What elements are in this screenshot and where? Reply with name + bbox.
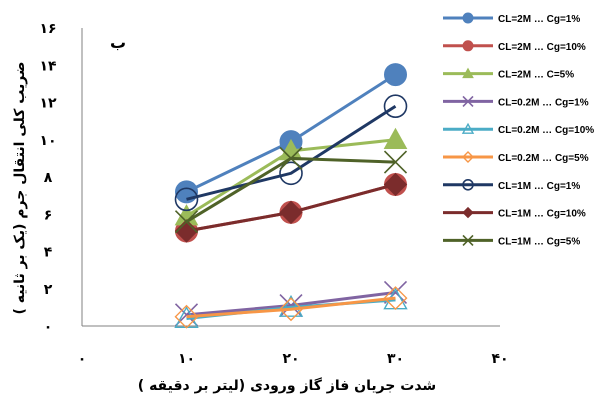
y-tick-label: ۲	[44, 282, 53, 298]
legend-item: CL=1M … Cg=5%	[443, 234, 580, 247]
legend-label: CL=0.2M … Cg=10%	[498, 125, 594, 136]
legend-label: CL=1M … Cg=5%	[498, 236, 580, 247]
data-point	[279, 297, 303, 322]
y-tick-label: ۱۴	[39, 58, 57, 74]
x-tick-label: ۰	[78, 351, 87, 367]
series-group	[174, 146, 408, 234]
data-point	[383, 286, 408, 311]
data-point	[279, 146, 303, 170]
data-point	[174, 219, 199, 243]
y-axis-title: ضریب کلی انتقال جرم (یک بر ثانیه )	[12, 61, 28, 314]
axes: ۰ ۲ ۴ ۶ ۸ ۱۰ ۱۲ ۱۴ ۱۶ ۰ ۱۰ ۲۰ ۳۰ ۴۰	[39, 21, 508, 367]
series-group	[174, 172, 408, 243]
data-point	[278, 294, 304, 317]
data-point	[462, 151, 474, 163]
data-point	[461, 122, 475, 134]
x-axis-title: شدت جریان فاز گاز ورودی (لیتر بر دقیقه )	[138, 377, 436, 394]
data-point	[383, 150, 408, 174]
data-point	[462, 206, 474, 219]
legend-item: CL=2M … Cg=10%	[443, 40, 586, 53]
legend-label: CL=1M … Cg=1%	[498, 181, 580, 192]
data-point	[279, 161, 303, 186]
data-point	[383, 172, 408, 197]
series-layer	[174, 63, 408, 329]
y-tick-label: ۰	[44, 319, 53, 335]
legend-label: CL=2M … Cg=10%	[498, 42, 586, 53]
data-point	[174, 210, 199, 234]
legend-item: CL=2M … C=5%	[443, 67, 574, 81]
data-point	[462, 67, 474, 79]
data-point	[462, 40, 474, 52]
legend-item: CL=0.2M … Cg=10%	[443, 122, 594, 136]
legend-item: CL=0.2M … Cg=5%	[443, 151, 589, 164]
x-tick-label: ۲۰	[282, 351, 299, 367]
data-point	[383, 94, 408, 119]
y-tick-label: ۱۰	[39, 133, 56, 149]
legend-label: CL=2M … C=5%	[498, 70, 574, 81]
data-point	[174, 187, 199, 212]
data-point	[462, 234, 474, 246]
legend: CL=2M … Cg=1% CL=2M … Cg=10% CL=2M … C=5% C…	[443, 12, 594, 247]
data-point	[384, 63, 407, 87]
y-tick-label: ۶	[44, 207, 53, 223]
data-point	[462, 95, 474, 107]
x-tick-label: ۱۰	[178, 351, 195, 367]
legend-item: CL=0.2M … Cg=1%	[443, 95, 589, 108]
y-tick-label: ۱۲	[39, 96, 57, 112]
series-group	[174, 94, 408, 212]
data-point	[462, 179, 474, 191]
panel-label: ب	[110, 33, 126, 52]
data-point	[383, 127, 408, 150]
series-line	[186, 296, 396, 319]
y-tick-label: ۸	[44, 170, 53, 186]
legend-item: CL=1M … Cg=10%	[443, 206, 586, 220]
legend-label: CL=1M … Cg=10%	[498, 209, 586, 220]
series-line	[186, 104, 397, 201]
legend-label: CL=0.2M … Cg=5%	[498, 153, 589, 164]
data-point	[279, 200, 303, 225]
series-group	[174, 280, 408, 327]
y-tick-label: ۱۶	[39, 21, 56, 37]
series-group	[174, 286, 408, 329]
x-tick-label: ۴۰	[491, 351, 508, 367]
legend-label: CL=2M … Cg=1%	[498, 14, 580, 25]
legend-label: CL=0.2M … Cg=1%	[498, 97, 589, 108]
legend-item: CL=2M … Cg=1%	[443, 12, 580, 25]
data-point	[174, 304, 199, 329]
data-point	[462, 12, 474, 24]
x-tick-label: ۳۰	[387, 351, 404, 367]
y-tick-label: ۴	[44, 245, 53, 261]
legend-item: CL=1M … Cg=1%	[443, 179, 580, 192]
